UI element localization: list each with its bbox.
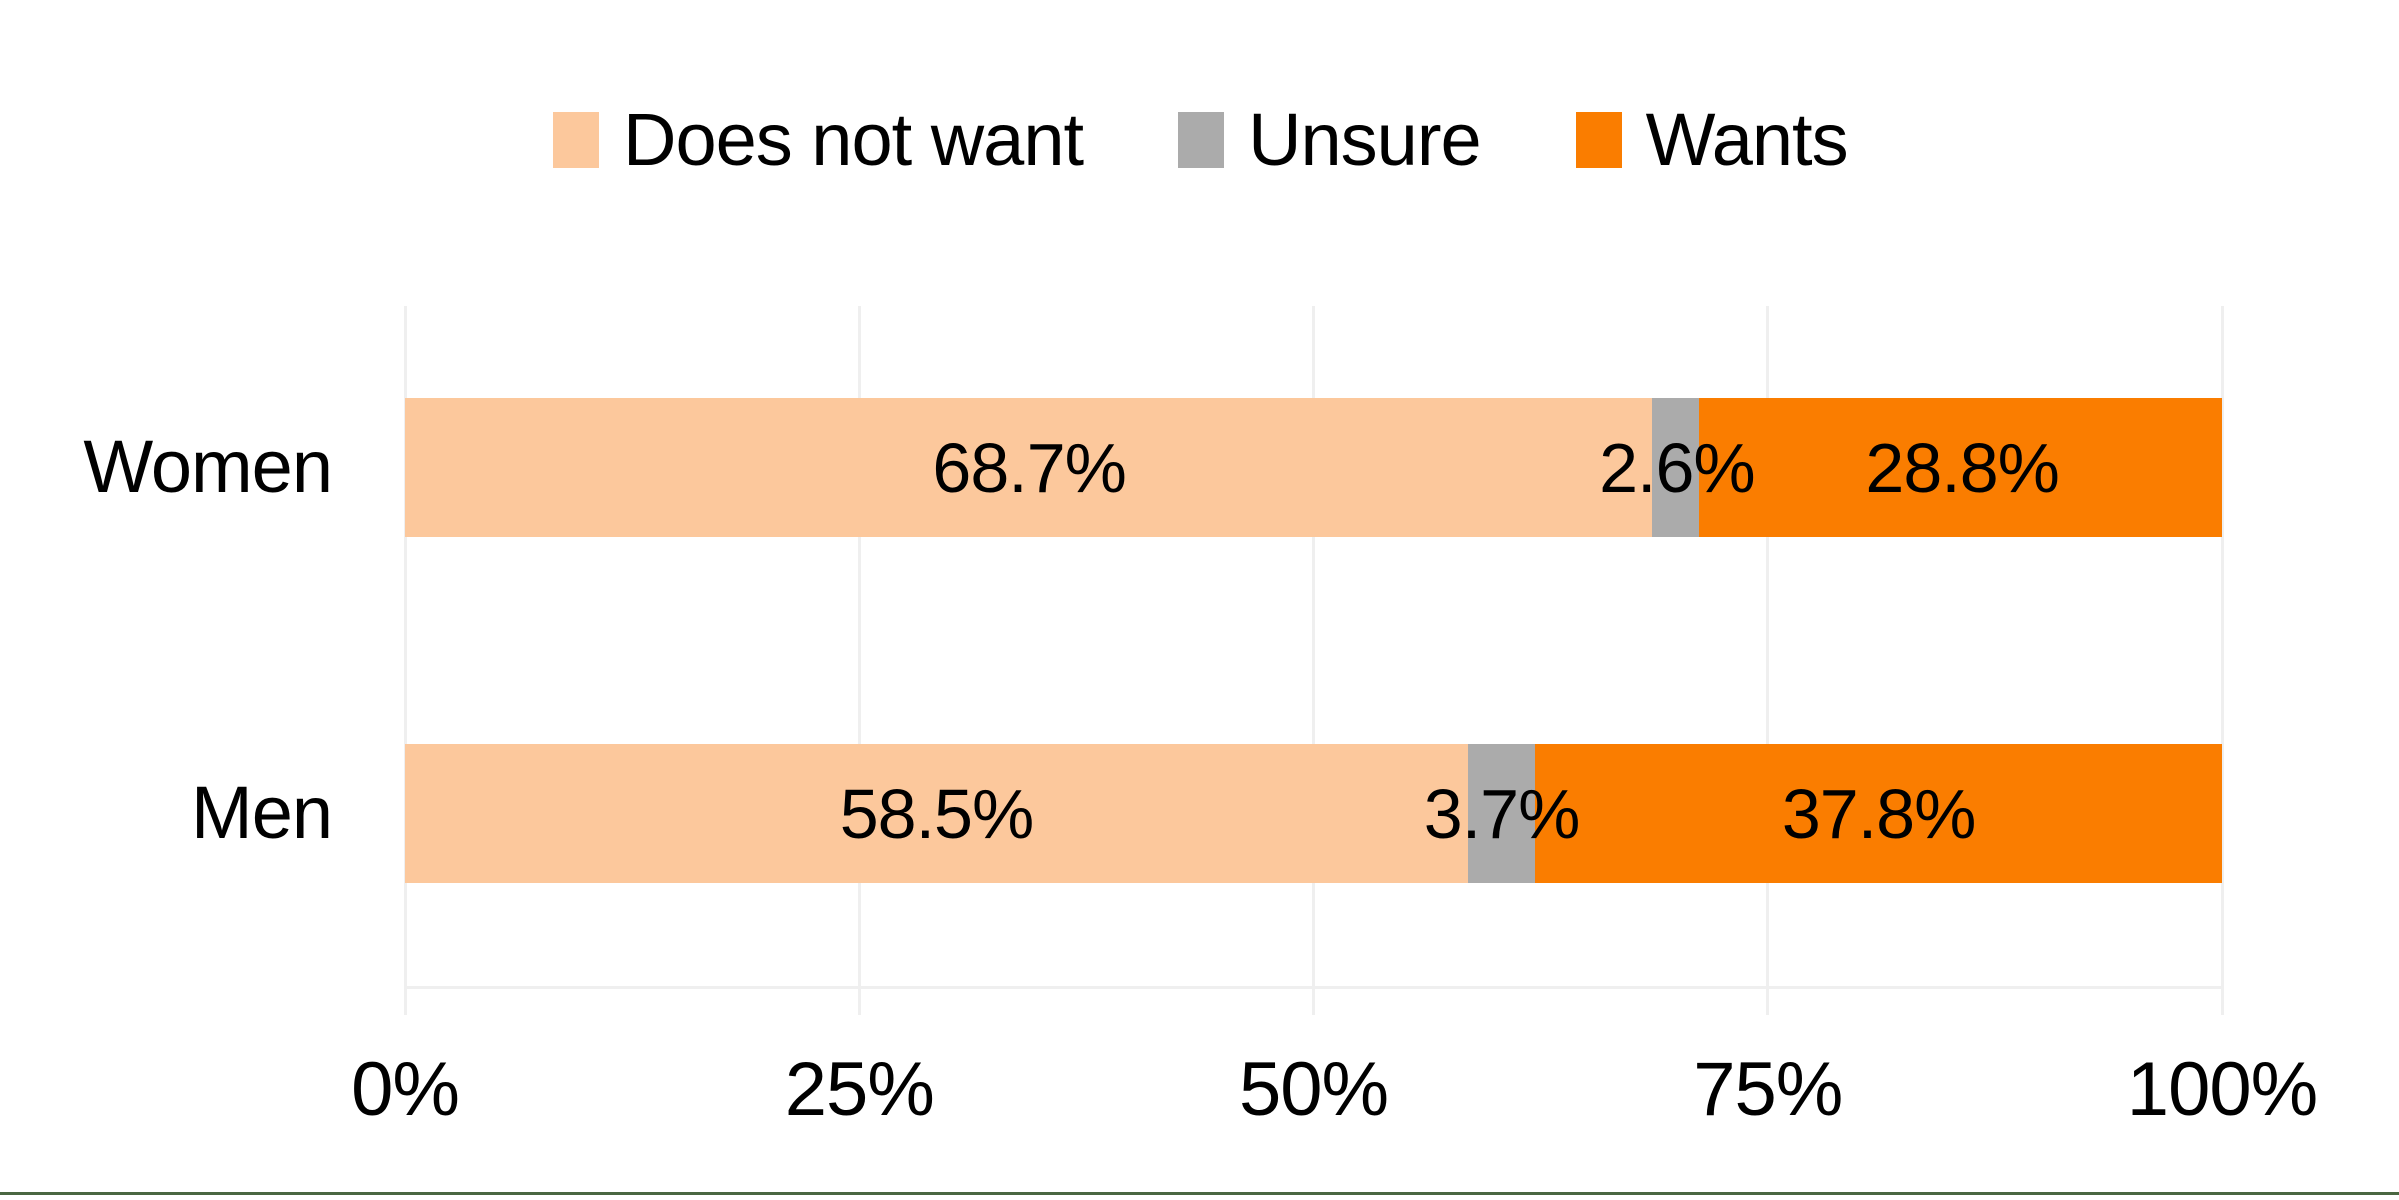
data-label: 2.6% xyxy=(1599,428,1756,507)
data-label: 37.8% xyxy=(1781,774,1976,853)
bottom-border-rule xyxy=(0,1192,2399,1195)
bar-segment xyxy=(1535,744,2222,883)
bar-segment xyxy=(1652,398,1700,537)
bar-segment xyxy=(405,398,1653,537)
gridline xyxy=(857,306,861,1015)
data-label: 3.7% xyxy=(1423,774,1581,853)
x-axis: 0% 25% 50% 75% 100% xyxy=(351,1047,2318,1147)
x-tick-label: 100% xyxy=(2126,1047,2318,1132)
gridline xyxy=(403,306,407,1015)
bar-segment xyxy=(405,744,1468,883)
legend-swatch-icon xyxy=(1575,112,1622,168)
gridline xyxy=(2220,306,2224,1015)
legend-label: Unsure xyxy=(1248,98,1482,181)
legend-item-unsure: Unsure xyxy=(1178,98,1482,181)
x-tick-label: 50% xyxy=(1238,1047,1389,1132)
legend-label: Wants xyxy=(1645,98,1849,181)
bar-segment xyxy=(1467,744,1536,883)
category-label: Men xyxy=(191,771,333,854)
data-label: 28.8% xyxy=(1865,428,2059,507)
bar-row: 68.7% 2.6% 28.8% xyxy=(405,398,2222,537)
gridline xyxy=(1312,306,1315,1015)
data-label: 68.7% xyxy=(932,428,1126,507)
bar-segment xyxy=(1699,398,2222,537)
gridline xyxy=(1766,306,1770,1015)
legend-item-wants: Wants xyxy=(1575,98,1849,181)
plot-area: 68.7% 2.6% 28.8% 58.5% 3.7% 37.8% xyxy=(403,306,2224,1015)
legend-swatch-icon xyxy=(1178,112,1225,168)
legend-label: Does not want xyxy=(623,98,1084,181)
bar-row: 58.5% 3.7% 37.8% xyxy=(405,744,2222,883)
legend: Does not want Unsure Wants xyxy=(553,98,1849,181)
x-tick-label: 25% xyxy=(784,1047,935,1132)
legend-item-does-not-want: Does not want xyxy=(553,98,1084,181)
data-label: 58.5% xyxy=(839,774,1034,853)
legend-swatch-icon xyxy=(553,112,599,168)
x-tick-label: 0% xyxy=(351,1047,460,1132)
category-label: Women xyxy=(83,425,333,508)
x-tick-label: 75% xyxy=(1693,1047,1843,1132)
